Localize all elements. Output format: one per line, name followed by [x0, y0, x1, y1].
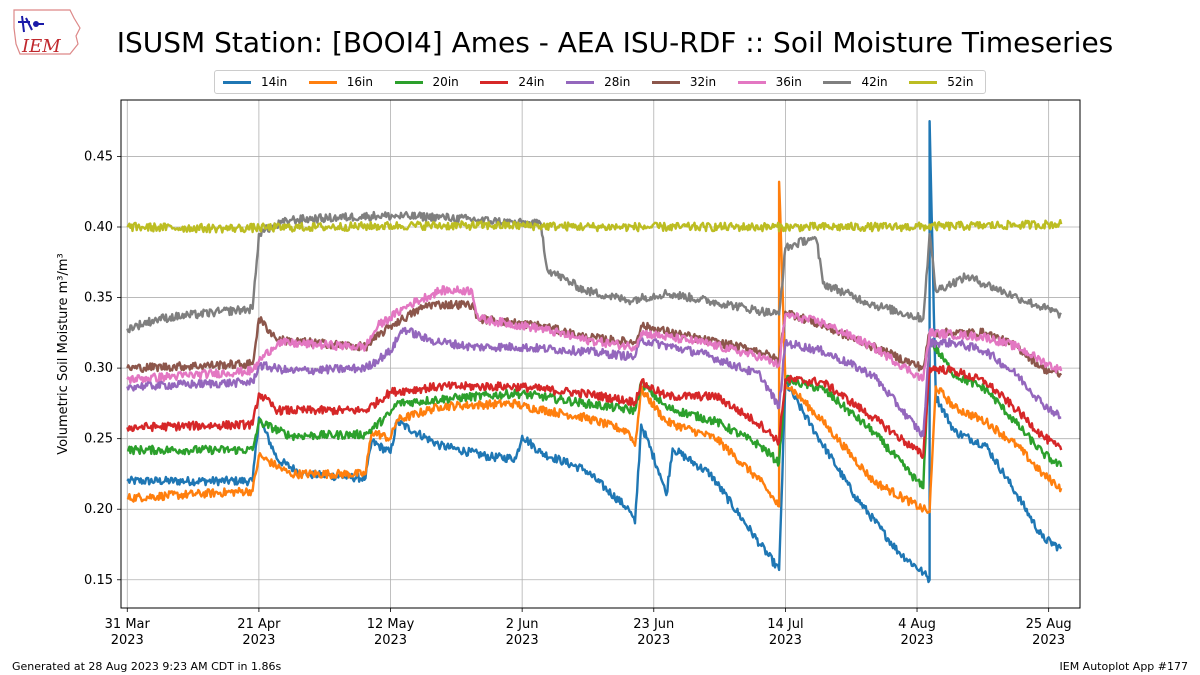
series-line-24in [126, 364, 1063, 459]
series-line-20in [126, 338, 1063, 490]
legend: 14in 16in 20in 24in 28in 32in 36in 42in 52in [214, 70, 986, 94]
x-tick-year-label: 2023 [242, 633, 275, 648]
x-tick-label: 31 Mar [105, 617, 151, 632]
iem-logo: IEM [13, 9, 81, 57]
legend-swatch [223, 80, 251, 84]
legend-label: 32in [689, 75, 717, 89]
legend-label: 16in [346, 75, 373, 89]
legend-swatch [480, 80, 509, 84]
legend-label: 28in [604, 75, 631, 89]
legend-swatch [909, 80, 938, 84]
x-tick-label: 21 Apr [237, 617, 281, 632]
legend-item-20in: 20in [394, 71, 459, 93]
plot-frame [120, 99, 1081, 609]
x-tick-label: 2 Jun [506, 617, 539, 632]
legend-item-42in: 42in [823, 71, 888, 93]
legend-swatch [394, 80, 423, 84]
legend-label: 24in [518, 75, 545, 89]
iowa-outline-icon [13, 9, 81, 55]
x-tick-year-label: 2023 [1032, 633, 1065, 648]
y-axis-label: Volumetric Soil Moisture m³/m³ [56, 253, 71, 454]
x-tick-year-label: 2023 [900, 633, 933, 648]
legend-swatch [737, 80, 766, 84]
iem-logo-text: IEM [21, 36, 61, 57]
legend-swatch [651, 80, 680, 84]
y-tick-label: 0.25 [84, 432, 113, 447]
chart-title: ISUSM Station: [BOOI4] Ames - AEA ISU-RD… [116, 26, 1114, 59]
legend-item-36in: 36in [737, 71, 802, 93]
legend-label: 14in [261, 75, 288, 89]
legend-label: 52in [947, 75, 974, 89]
y-tick-label: 0.35 [84, 291, 113, 306]
x-tick-label: 25 Aug [1026, 617, 1072, 632]
legend-label: 20in [432, 75, 459, 89]
x-tick-label: 12 May [367, 617, 415, 632]
series-line-16in [126, 180, 1063, 514]
x-tick-year-label: 2023 [637, 633, 670, 648]
x-tick-label: 23 Jun [633, 617, 674, 632]
series-line-36in [126, 285, 1063, 384]
legend-label: 36in [775, 75, 802, 89]
x-tick-year-label: 2023 [374, 633, 407, 648]
legend-item-24in: 24in [480, 71, 545, 93]
series-line-52in [126, 219, 1063, 234]
x-tick-year-label: 2023 [769, 633, 802, 648]
legend-label: 42in [861, 75, 888, 89]
legend-item-32in: 32in [651, 71, 717, 93]
legend-item-52in: 52in [909, 71, 973, 93]
autoplot-app-id: IEM Autoplot App #177 [1059, 660, 1189, 673]
legend-swatch [566, 80, 595, 84]
series-line-32in [126, 299, 1063, 378]
weather-station-icon [18, 15, 44, 33]
x-tick-year-label: 2023 [506, 633, 539, 648]
x-tick-label: 14 Jul [767, 617, 803, 632]
series-line-14in [126, 120, 1063, 584]
x-tick-label: 4 Aug [898, 617, 936, 632]
legend-item-28in: 28in [566, 71, 630, 93]
x-tick-year-label: 2023 [111, 633, 144, 648]
y-tick-label: 0.30 [84, 361, 113, 376]
y-tick-label: 0.20 [84, 502, 113, 517]
legend-item-14in: 14in [223, 71, 287, 93]
legend-swatch [823, 80, 852, 84]
legend-swatch [308, 80, 337, 84]
series-line-42in [126, 210, 1062, 334]
legend-item-16in: 16in [308, 71, 373, 93]
y-tick-label: 0.40 [84, 220, 113, 235]
y-tick-label: 0.45 [84, 149, 113, 164]
generated-timestamp: Generated at 28 Aug 2023 9:23 AM CDT in … [12, 660, 282, 673]
series-line-28in [126, 326, 1062, 438]
y-tick-label: 0.15 [84, 573, 113, 588]
